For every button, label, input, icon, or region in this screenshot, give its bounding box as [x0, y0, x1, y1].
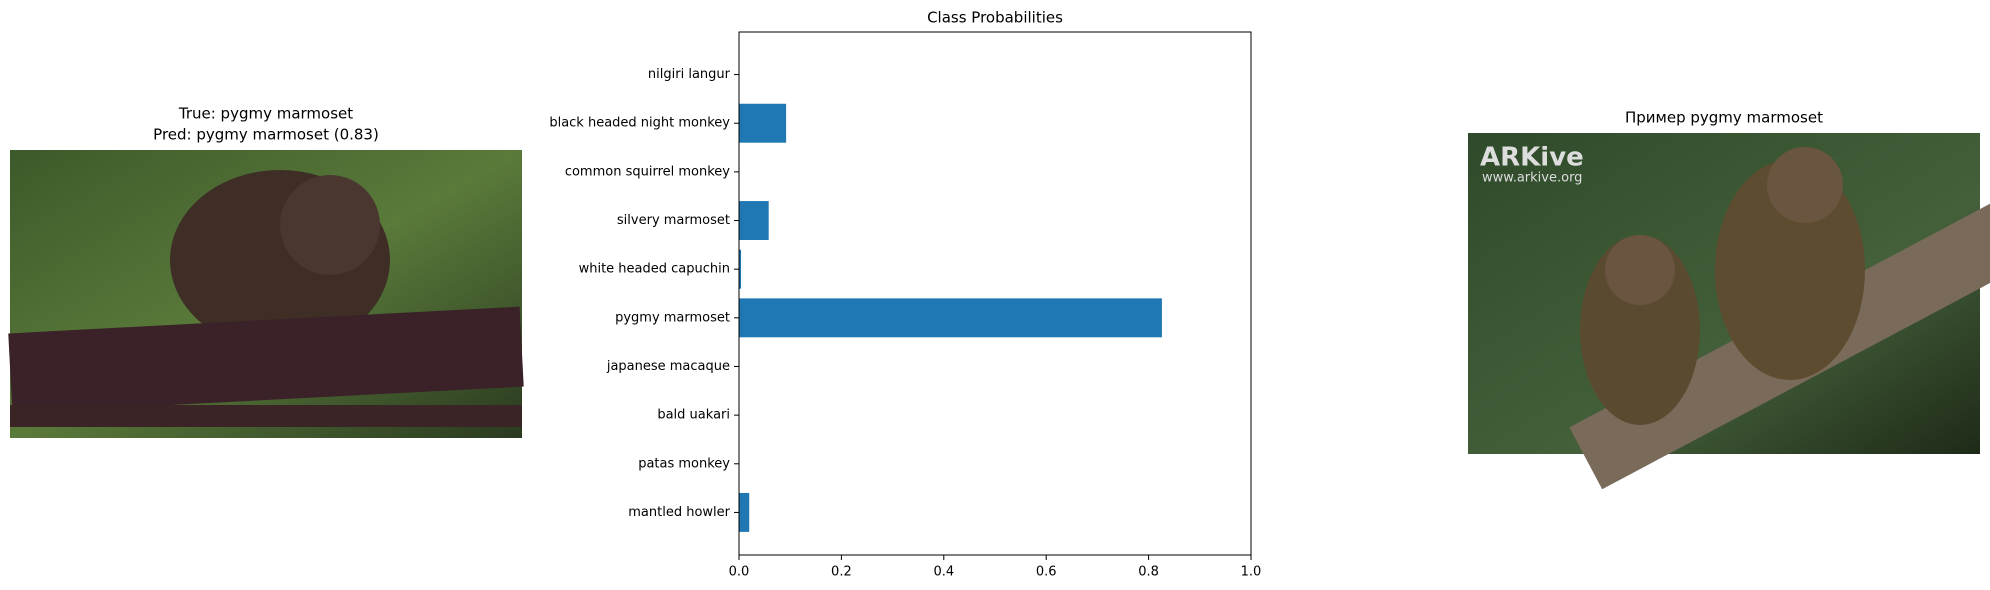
- bar: [739, 103, 787, 143]
- x-tick-label: 0.4: [933, 565, 954, 580]
- x-tick-label: 0.2: [831, 565, 852, 580]
- y-tick-label: japanese macaque: [606, 359, 730, 374]
- y-tick-label: patas monkey: [638, 456, 730, 471]
- y-tick-label: black headed night monkey: [549, 116, 730, 131]
- y-tick-label: white headed capuchin: [579, 262, 730, 277]
- left-title: Pred: pygmy marmoset (0.83): [153, 126, 379, 144]
- left-image: [8, 150, 524, 438]
- x-tick-label: 0.6: [1036, 565, 1057, 580]
- bar: [739, 249, 742, 289]
- plot-frame: [738, 31, 1252, 556]
- bar: [739, 298, 1162, 338]
- bar: [739, 492, 750, 532]
- x-tick-label: 0.0: [729, 565, 750, 580]
- x-tick-label: 0.8: [1138, 565, 1159, 580]
- right-title: Пример pygmy marmoset: [1625, 109, 1823, 127]
- right-image: [1468, 133, 1990, 490]
- y-tick-label: pygmy marmoset: [615, 310, 730, 325]
- left-title: True: pygmy marmoset: [178, 105, 353, 123]
- y-tick-label: nilgiri langur: [648, 67, 731, 82]
- y-tick-label: mantled howler: [628, 505, 730, 520]
- bar: [739, 201, 769, 240]
- y-tick-label: silvery marmoset: [617, 213, 730, 228]
- y-tick-label: bald uakari: [657, 408, 730, 423]
- x-tick-label: 1.0: [1241, 565, 1262, 580]
- watermark: ARKive: [1480, 143, 1584, 173]
- chart-title: Class Probabilities: [927, 9, 1063, 27]
- y-tick-label: common squirrel monkey: [565, 164, 730, 179]
- watermark: www.arkive.org: [1482, 171, 1582, 186]
